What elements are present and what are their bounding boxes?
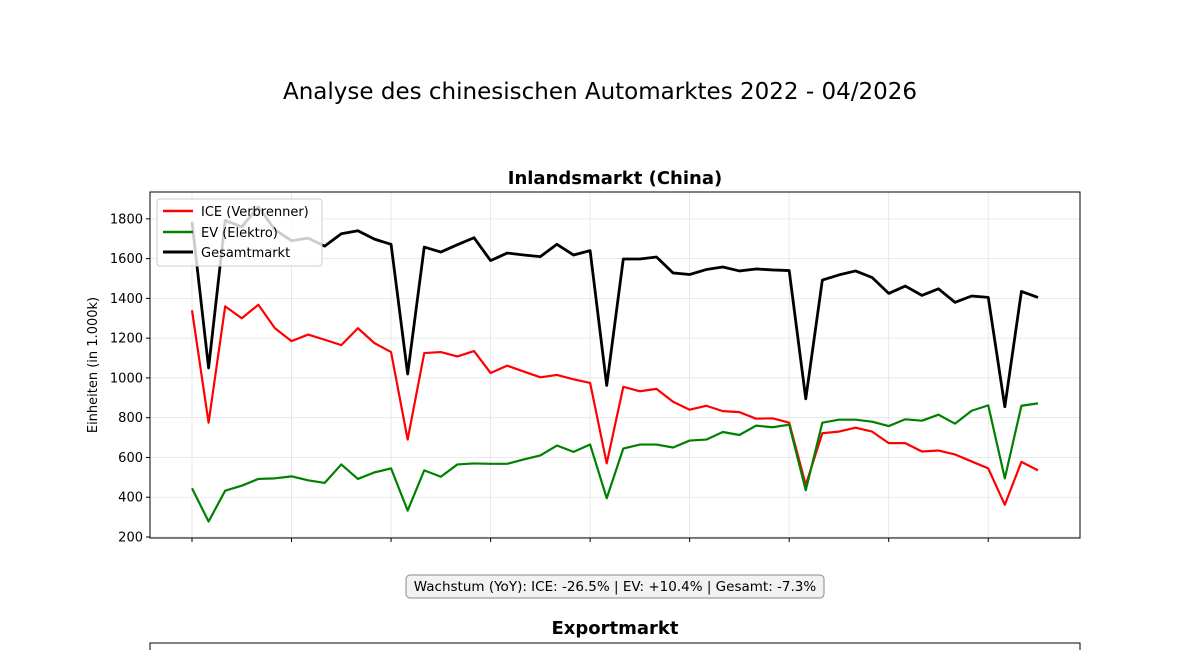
series-line-total xyxy=(190,205,1039,409)
inland-legend: ICE (Verbrenner) EV (Elektro) Gesamtmark… xyxy=(156,198,323,267)
figure-title: Analyse des chinesischen Automarktes 202… xyxy=(283,79,917,105)
inland-title: Inlandsmarkt (China) xyxy=(508,168,722,189)
legend-box xyxy=(156,198,323,267)
y-tick-label: 400 xyxy=(118,491,143,506)
y-tick-label: 1800 xyxy=(110,212,143,227)
export-title: Exportmarkt xyxy=(552,618,679,639)
y-tick-label: 600 xyxy=(118,451,143,466)
legend-label-ice: ICE (Verbrenner) xyxy=(201,205,309,220)
y-tick-label: 1000 xyxy=(110,371,143,386)
inland-y-ticks: 200 400 600 800 1000 1200 1400 1600 1800 xyxy=(110,212,150,546)
export-chart: Exportmarkt xyxy=(149,618,1081,650)
y-tick-label: 1400 xyxy=(110,292,143,307)
y-tick-label: 200 xyxy=(118,531,143,546)
legend-label-total: Gesamtmarkt xyxy=(201,246,290,261)
y-tick-label: 1600 xyxy=(110,252,143,267)
series-line-ev xyxy=(191,402,1039,523)
y-tick-label: 800 xyxy=(118,411,143,426)
growth-annotation: Wachstum (YoY): ICE: -26.5% | EV: +10.4%… xyxy=(405,574,825,599)
export-axes-frame xyxy=(149,642,1081,650)
series-line-ice xyxy=(190,303,1039,506)
y-tick-label: 1200 xyxy=(110,332,143,347)
inland-y-axis-label: Einheiten (in 1.000k) xyxy=(86,297,101,433)
annotation-text: Wachstum (YoY): ICE: -26.5% | EV: +10.4%… xyxy=(414,579,817,595)
annotation-box xyxy=(405,574,825,599)
inland-series xyxy=(190,205,1039,523)
inland-x-ticks xyxy=(191,538,989,542)
inland-chart: Inlandsmarkt (China) 200 400 600 800 1000 120… xyxy=(86,168,1081,546)
legend-label-ev: EV (Elektro) xyxy=(201,226,278,241)
inland-axes-frame xyxy=(149,191,1081,539)
